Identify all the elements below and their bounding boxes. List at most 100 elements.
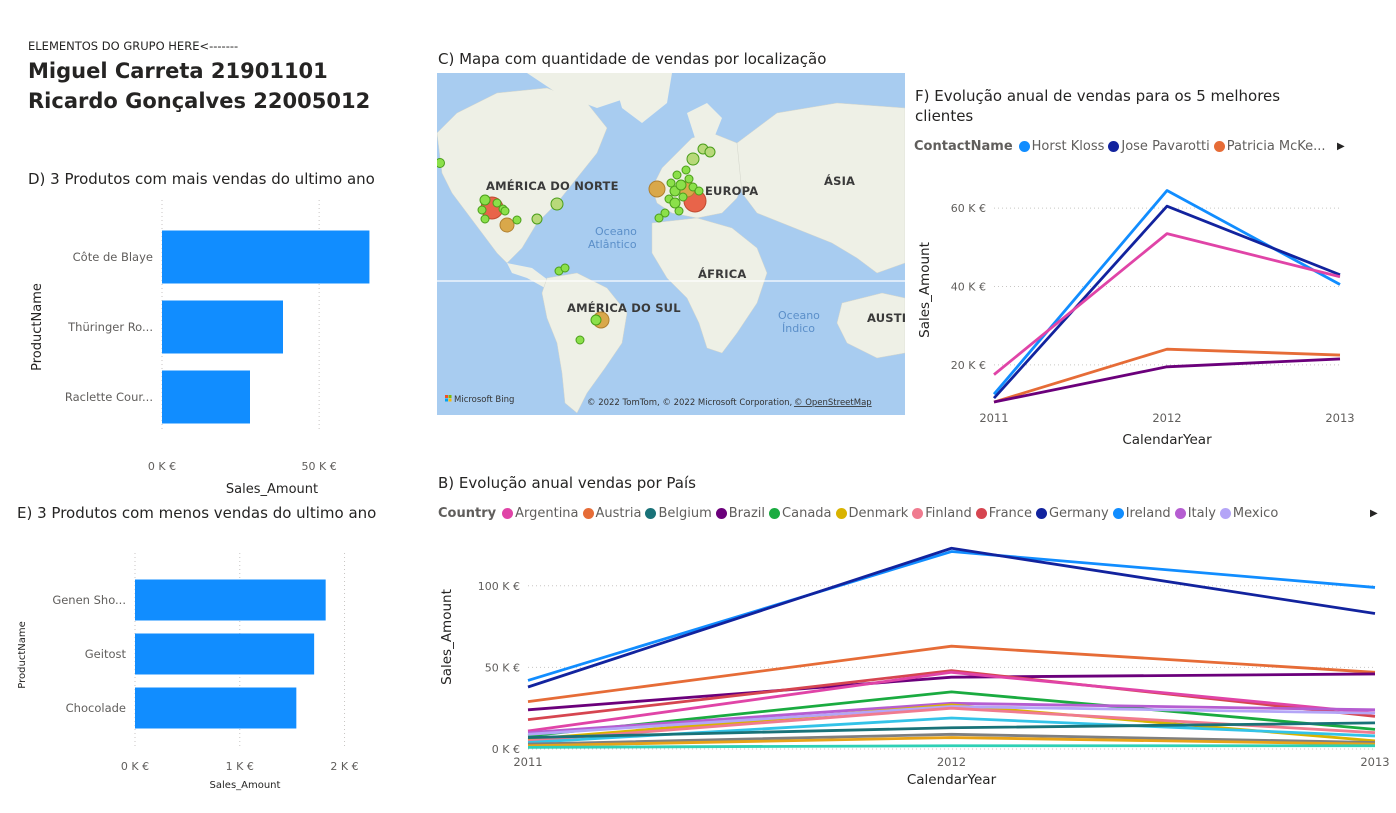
legend-item[interactable]: Jose Pavarotti bbox=[1108, 139, 1210, 154]
bar bbox=[162, 230, 370, 284]
chart-e: 0 K € 1 K € 2 K € Genen Sho... Geitost Chocol… bbox=[17, 553, 359, 791]
legend-label: Jose Pavarotti bbox=[1121, 139, 1210, 154]
map-bubble[interactable] bbox=[560, 263, 570, 273]
bing-logo-icon bbox=[445, 398, 448, 402]
map-bubble[interactable] bbox=[492, 198, 502, 208]
map-bubble[interactable] bbox=[499, 217, 515, 233]
bing-logo-icon bbox=[448, 395, 452, 398]
series-line bbox=[993, 357, 1341, 404]
map-bubble[interactable] bbox=[479, 194, 491, 206]
chart-b-legend: Country Argentina Austria Belgium Brazil… bbox=[438, 506, 1282, 521]
legend-dot-icon bbox=[715, 508, 727, 519]
map-bubble[interactable] bbox=[674, 206, 684, 216]
series-line bbox=[527, 721, 1376, 739]
map-bubble[interactable] bbox=[477, 205, 487, 215]
map-bubble[interactable] bbox=[590, 314, 602, 326]
label-indian-1: Oceano bbox=[778, 309, 820, 322]
map-bubble[interactable] bbox=[672, 170, 682, 180]
bar bbox=[135, 633, 315, 675]
legend-label: Austria bbox=[595, 506, 642, 521]
map-bubble[interactable] bbox=[669, 197, 681, 209]
map-bubble[interactable] bbox=[678, 192, 688, 202]
series-line bbox=[527, 672, 1376, 712]
legend-label: Patricia McKe... bbox=[1226, 139, 1326, 154]
map-bubble[interactable] bbox=[500, 206, 510, 216]
legend-dot-icon bbox=[1108, 141, 1120, 152]
map-bubble[interactable] bbox=[480, 214, 490, 224]
greenland-land bbox=[612, 73, 672, 123]
label-asia: ÁSIA bbox=[824, 173, 855, 188]
legend-dot-icon bbox=[502, 508, 514, 519]
x-axis-title: Sales_Amount bbox=[210, 780, 281, 791]
legend-item[interactable]: Horst Kloss bbox=[1018, 139, 1104, 154]
series-line bbox=[527, 644, 1376, 704]
x-tick-label: 2011 bbox=[513, 755, 542, 769]
legend-label: Denmark bbox=[848, 506, 909, 521]
member-name-1: Miguel Carreta 21901101 bbox=[28, 59, 328, 83]
map-bubble[interactable] bbox=[437, 158, 445, 168]
legend-label: Ireland bbox=[1125, 506, 1171, 521]
north-america-land bbox=[437, 87, 608, 264]
legend-item[interactable]: Mexico bbox=[1219, 506, 1278, 521]
x-tick-label: 2011 bbox=[979, 411, 1008, 425]
scandinavia-land bbox=[687, 103, 722, 143]
legend-item[interactable]: Finland bbox=[912, 506, 972, 521]
map-bubble[interactable] bbox=[684, 174, 694, 184]
y-tick-label: 0 K € bbox=[492, 743, 520, 756]
australia-land bbox=[836, 292, 905, 359]
legend-next-arrow-icon[interactable]: ▶ bbox=[1337, 141, 1345, 152]
map-bubble[interactable] bbox=[660, 208, 670, 218]
legend-dot-icon bbox=[1018, 141, 1030, 152]
label-south-america: AMÉRICA DO SUL bbox=[567, 300, 681, 315]
series-line bbox=[992, 189, 1341, 396]
bubbles-europe bbox=[648, 143, 716, 223]
map-bubble[interactable] bbox=[512, 215, 522, 225]
sales-map[interactable]: AMÉRICA DO NORTE EUROPA ÁSIA Oceano Atlâ… bbox=[437, 73, 905, 415]
map-bubble[interactable] bbox=[550, 197, 564, 211]
legend-item[interactable]: Germany bbox=[1035, 506, 1109, 521]
legend-dot-icon bbox=[582, 508, 594, 519]
map-bubble[interactable] bbox=[694, 186, 704, 196]
legend-item[interactable]: Belgium bbox=[645, 506, 712, 521]
x-tick-label: 2 K € bbox=[330, 760, 358, 773]
bar bbox=[135, 579, 326, 621]
legend-item[interactable]: Brazil bbox=[715, 506, 765, 521]
openstreetmap-link[interactable]: © OpenStreetMap bbox=[794, 398, 872, 408]
south-america-land bbox=[541, 272, 628, 414]
map-bubble[interactable] bbox=[531, 213, 543, 225]
y-tick-label: 100 K € bbox=[478, 580, 520, 593]
map-bubble[interactable] bbox=[648, 180, 666, 198]
chart-f: 20 K € 40 K € 60 K € 2011 2012 2013 CalendarYe… bbox=[917, 189, 1355, 448]
map-canvas[interactable]: AMÉRICA DO NORTE EUROPA ÁSIA Oceano Atlâ… bbox=[437, 73, 905, 415]
arctic-land bbox=[527, 73, 637, 108]
legend-label: France bbox=[988, 506, 1032, 521]
chart-d-title: D) 3 Produtos com mais vendas do ultimo … bbox=[28, 170, 375, 188]
legend-label: Canada bbox=[782, 506, 832, 521]
map-bubble[interactable] bbox=[675, 179, 687, 191]
legend-next-arrow-icon[interactable]: ▶ bbox=[1370, 508, 1378, 519]
legend-item[interactable]: Patricia McKe... bbox=[1213, 139, 1326, 154]
legend-item[interactable]: Denmark bbox=[835, 506, 909, 521]
series-line bbox=[527, 732, 1376, 746]
legend-item[interactable]: Canada bbox=[769, 506, 832, 521]
x-tick-label: 2013 bbox=[1360, 755, 1389, 769]
series-line bbox=[527, 550, 1376, 682]
chart-b-legend-title: Country bbox=[438, 506, 497, 521]
chart-f-legend: ContactName Horst Kloss Jose Pavarotti P… bbox=[914, 139, 1330, 154]
x-tick-label: 50 K € bbox=[302, 460, 337, 473]
bubbles-south-america bbox=[554, 263, 610, 345]
map-bubble[interactable] bbox=[654, 213, 664, 223]
map-bubble[interactable] bbox=[666, 178, 676, 188]
legend-item[interactable]: Ireland bbox=[1112, 506, 1171, 521]
legend-item[interactable]: Italy bbox=[1174, 506, 1216, 521]
legend-dot-icon bbox=[912, 508, 924, 519]
map-bubble[interactable] bbox=[681, 165, 691, 175]
map-bubble[interactable] bbox=[575, 335, 585, 345]
legend-item[interactable]: Argentina bbox=[502, 506, 579, 521]
legend-item[interactable]: Austria bbox=[582, 506, 642, 521]
legend-label: Germany bbox=[1048, 506, 1109, 521]
map-bubble[interactable] bbox=[686, 152, 700, 166]
map-bubble[interactable] bbox=[704, 146, 716, 158]
bing-label: Microsoft Bing bbox=[454, 395, 514, 405]
legend-item[interactable]: France bbox=[975, 506, 1032, 521]
